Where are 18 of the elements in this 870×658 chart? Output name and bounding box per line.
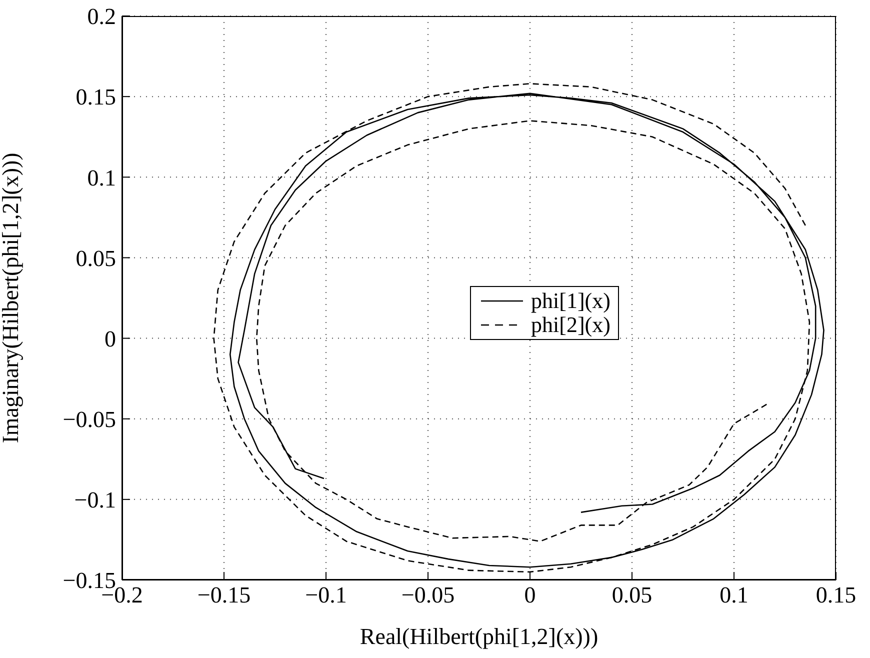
x-tick-label: 0.15 bbox=[816, 582, 856, 608]
y-tick-label: 0 bbox=[104, 326, 116, 352]
x-tick-label: 0.05 bbox=[612, 582, 652, 608]
x-tick-label: −0.05 bbox=[401, 582, 455, 608]
y-tick-label: 0.05 bbox=[76, 246, 116, 271]
y-tick-label: 0.1 bbox=[87, 165, 116, 190]
legend-label: phi[1](x) bbox=[531, 288, 610, 313]
y-tick-label: −0.1 bbox=[74, 488, 116, 513]
x-tick-label: 0.1 bbox=[720, 582, 748, 608]
x-axis-title: Real(Hilbert(phi[1,2](x))) bbox=[360, 624, 598, 649]
legend-label: phi[2](x) bbox=[531, 312, 610, 337]
x-tick-label: −0.1 bbox=[305, 582, 347, 608]
y-tick-label: 0.2 bbox=[87, 4, 116, 30]
y-tick-label: 0.15 bbox=[76, 84, 116, 110]
y-axis-title: Imaginary(Hilbert(phi[1,2](x))) bbox=[0, 152, 24, 444]
x-tick-label: 0 bbox=[524, 582, 536, 608]
x-tick-label: −0.15 bbox=[197, 582, 251, 608]
y-tick-label: −0.05 bbox=[62, 407, 116, 432]
